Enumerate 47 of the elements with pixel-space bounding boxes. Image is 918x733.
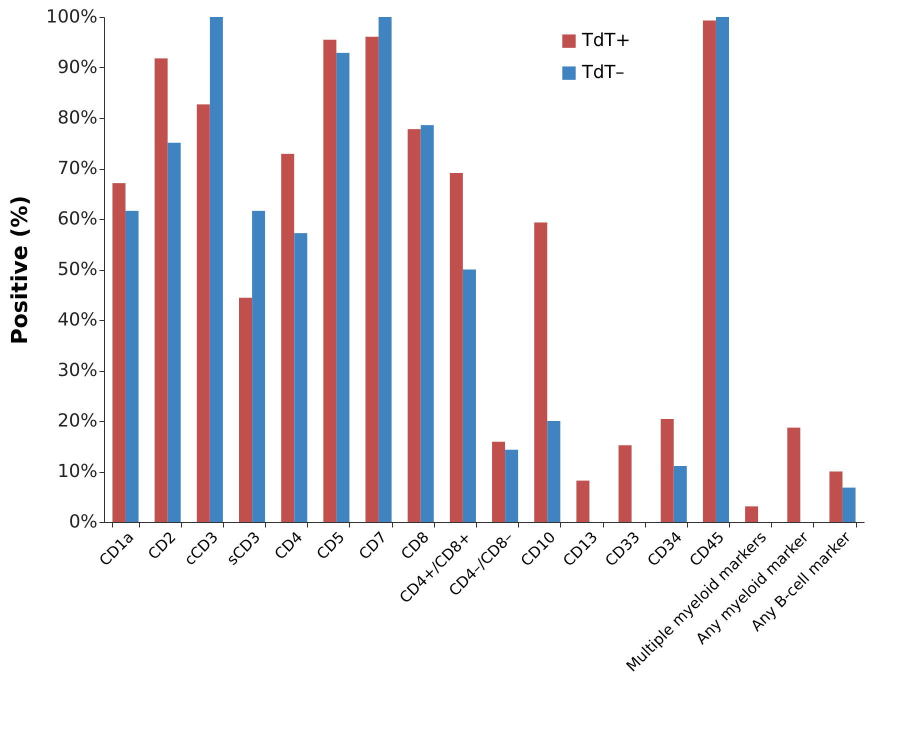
bar: [168, 142, 181, 522]
legend-label: TdT+: [581, 30, 630, 52]
bar: [576, 480, 590, 522]
y-tick-label: 70%: [57, 158, 98, 179]
bar: [702, 20, 716, 522]
bar: [492, 442, 506, 522]
bar: [716, 17, 729, 522]
x-tick-label: CD2: [144, 528, 180, 564]
y-tick-label: 80%: [57, 108, 98, 128]
bar: [829, 472, 842, 522]
bar: [842, 488, 856, 522]
bar: [787, 428, 800, 522]
bar: [294, 233, 308, 522]
bar: [745, 506, 758, 522]
bar: [450, 173, 463, 522]
y-axis-title: Positive (%): [8, 195, 34, 345]
bar: [618, 445, 632, 522]
bar: [366, 36, 379, 522]
bar: [420, 125, 434, 522]
bar: [660, 418, 674, 522]
y-tick-label: 90%: [57, 57, 98, 78]
y-tick-label: 30%: [57, 360, 98, 381]
bar: [252, 210, 266, 522]
y-tick-label: 0%: [68, 512, 98, 532]
bar: [239, 298, 252, 522]
y-tick-label: 40%: [57, 310, 98, 330]
y-tick-label: 60%: [57, 208, 98, 230]
bar: [674, 466, 687, 522]
y-tick-label: 50%: [57, 259, 98, 280]
bar: [281, 154, 294, 522]
bar: [547, 421, 560, 522]
legend-label: TdT–: [581, 62, 624, 84]
bar: [196, 104, 210, 522]
y-tick-label: 10%: [57, 461, 98, 482]
bar: [505, 450, 518, 522]
bar: [336, 52, 350, 522]
bar: [112, 183, 126, 522]
y-tick-label: 20%: [57, 410, 98, 432]
y-tick-label: 100%: [46, 6, 98, 28]
bar: [210, 17, 223, 522]
bar: [323, 40, 336, 522]
bar: [378, 17, 392, 522]
bar: [534, 222, 548, 522]
bar: [154, 58, 168, 522]
bar: [126, 210, 139, 522]
bar: [462, 270, 476, 522]
bar: [408, 129, 421, 522]
